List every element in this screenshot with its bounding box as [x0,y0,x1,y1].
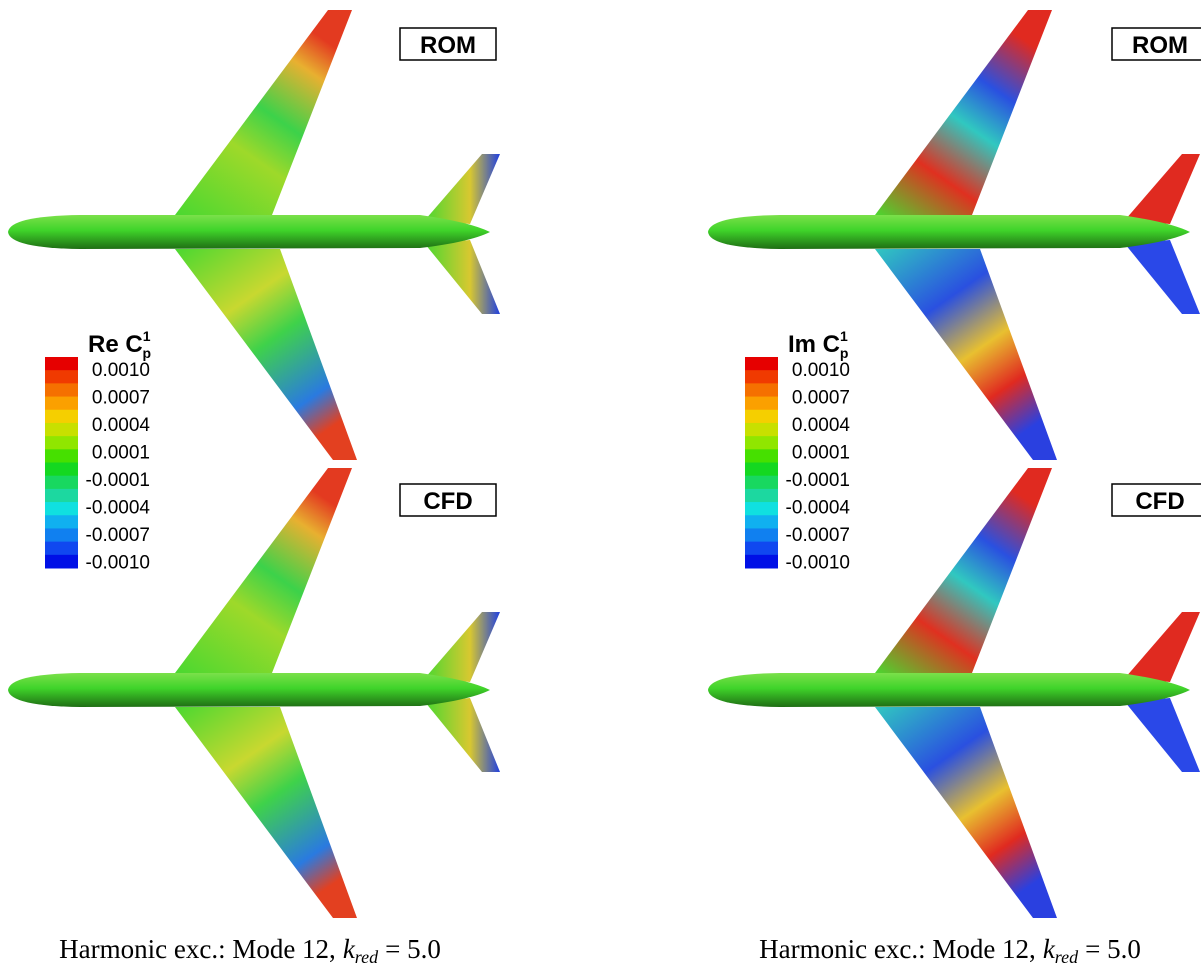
colorbar-label: -0.0004 [86,498,151,519]
colorbar-band [45,397,78,411]
colorbar-band [745,463,778,477]
colorbar-band [45,502,78,516]
fuselage [708,215,1190,249]
upper-tail [425,154,500,224]
fuselage [708,673,1190,707]
panel-label: CFD [1135,488,1184,515]
caption-subscript: red [1055,947,1079,967]
colorbar-band [745,449,778,463]
legend-title-sup: 1 [143,328,151,344]
colorbar-band [45,542,78,556]
caption: Harmonic exc.: Mode 12,kred= 5.0 [759,934,1141,967]
panel-label: ROM [1132,32,1188,59]
colorbar-label: 0.0001 [792,443,850,464]
caption-value: = 5.0 [1085,934,1141,964]
colorbar-label: -0.0001 [786,470,850,491]
colorbar-band [45,357,78,371]
colorbar-label: 0.0010 [792,360,850,381]
lower-tail [425,240,500,314]
colorbar-label: 0.0004 [792,415,851,436]
figure: ROMCFDRe C1p0.00100.00070.00040.0001-0.0… [0,0,1201,976]
colorbar-band [45,370,78,384]
colorbar-band [745,515,778,529]
colorbar-label: 0.0010 [92,360,150,381]
colorbar-band [745,397,778,411]
caption: Harmonic exc.: Mode 12,kred= 5.0 [59,934,441,967]
colorbar-label: 0.0007 [92,388,150,409]
legend-title-main: Im C [788,331,840,358]
upper-wing [175,468,352,673]
upper-tail [1125,154,1200,224]
colorbar-label: -0.0001 [86,470,150,491]
colorbar-band [745,436,778,450]
caption-value: = 5.0 [385,934,441,964]
lower-wing [875,707,1057,918]
colorbar-band [745,502,778,516]
colorbar-label: -0.0010 [786,553,850,574]
upper-tail [1125,612,1200,682]
colorbar-band [45,555,78,569]
lower-tail [1125,240,1200,314]
colorbar-band [45,410,78,424]
colorbar-band [45,449,78,463]
upper-wing [175,10,352,215]
lower-wing [175,249,357,460]
legend-title-sup: 1 [840,328,848,344]
colorbar-band [45,489,78,503]
colorbar-band [45,528,78,542]
caption-text: Harmonic exc.: Mode 12, [59,934,336,964]
lower-tail [425,698,500,772]
colorbar-label: 0.0007 [792,388,850,409]
upper-tail [425,612,500,682]
caption-text: Harmonic exc.: Mode 12, [759,934,1036,964]
colorbar-label: -0.0007 [86,525,150,546]
fuselage [8,215,490,249]
colorbar-label: 0.0004 [92,415,151,436]
colorbar-band [45,515,78,529]
upper-wing [875,10,1052,215]
colorbar-band [745,555,778,569]
colorbar-band [745,423,778,437]
colorbar-band [745,357,778,371]
panel-label: ROM [420,32,476,59]
legend-title-main: Re C [88,331,143,358]
colorbar-band [745,489,778,503]
colorbar-label: -0.0007 [786,525,850,546]
legend-title-sub: p [840,345,849,361]
lower-wing [875,249,1057,460]
colorbar-band [745,370,778,384]
colorbar-label: -0.0004 [786,498,851,519]
panel-label: CFD [423,488,472,515]
colorbar-band [745,410,778,424]
colorbar-band [45,383,78,397]
caption-subscript: red [355,947,379,967]
colorbar-band [745,528,778,542]
colorbar-label: -0.0010 [86,553,150,574]
colorbar-band [45,476,78,490]
colorbar-band [745,383,778,397]
colorbar-band [745,542,778,556]
lower-tail [1125,698,1200,772]
lower-wing [175,707,357,918]
colorbar-band [745,476,778,490]
fuselage [8,673,490,707]
upper-wing [875,468,1052,673]
colorbar-band [45,463,78,477]
legend-title-sub: p [142,345,151,361]
colorbar-band [45,436,78,450]
colorbar-label: 0.0001 [92,443,150,464]
colorbar-band [45,423,78,437]
